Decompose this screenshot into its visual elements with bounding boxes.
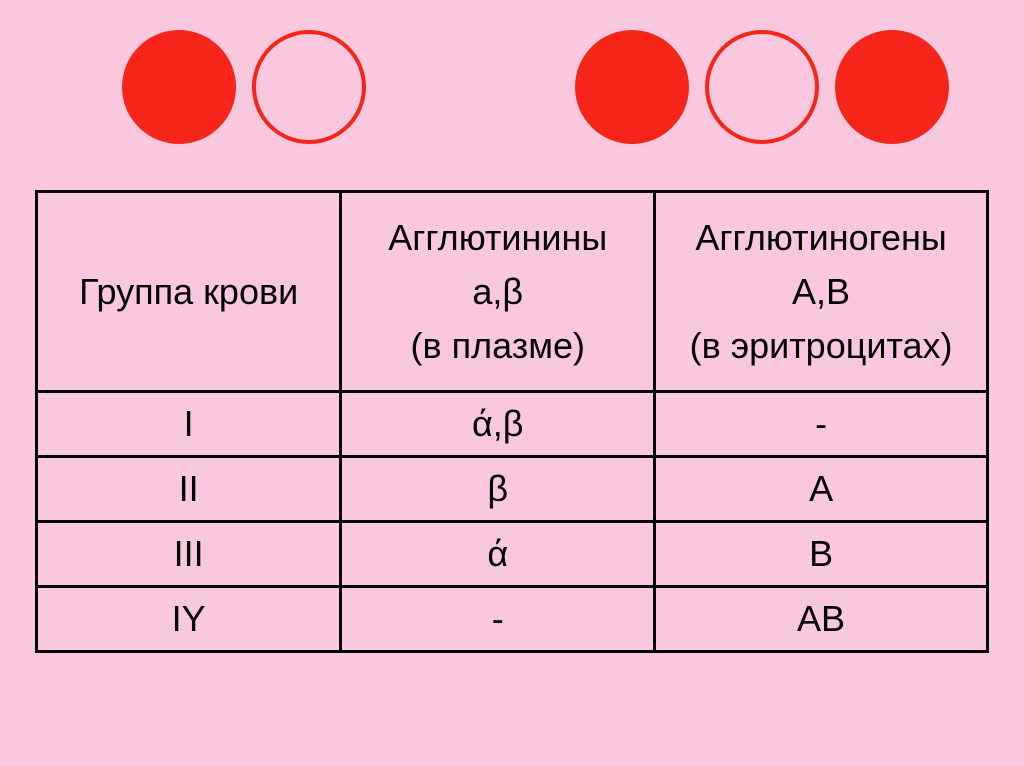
- cell-agglutinogens: АВ: [655, 587, 988, 652]
- header-agglutinogens-line2: А,В: [792, 271, 850, 312]
- cell-agglutinogens: А: [655, 457, 988, 522]
- cell-group: III: [37, 522, 341, 587]
- header-agglutinins: Агглютинины а,β (в плазме): [341, 192, 655, 392]
- table-row: IY-АВ: [37, 587, 988, 652]
- table-row: Iά,β-: [37, 392, 988, 457]
- header-agglutinogens-line3: (в эритроцитах): [690, 325, 953, 366]
- header-agglutinogens: Агглютиногены А,В (в эритроцитах): [655, 192, 988, 392]
- header-agglutinogens-line1: Агглютиногены: [695, 217, 946, 258]
- table-row: IIIάВ: [37, 522, 988, 587]
- cell-agglutinins: ά: [341, 522, 655, 587]
- cell-agglutinins: ά,β: [341, 392, 655, 457]
- cell-group: I: [37, 392, 341, 457]
- decorative-circles: [0, 30, 1024, 150]
- cell-agglutinins: β: [341, 457, 655, 522]
- cell-group: II: [37, 457, 341, 522]
- circle-2: [575, 30, 689, 144]
- header-blood-group-text: Группа крови: [79, 271, 298, 312]
- header-agglutinins-line3: (в плазме): [410, 325, 585, 366]
- circle-3: [705, 30, 819, 144]
- blood-groups-table: Группа крови Агглютинины а,β (в плазме) …: [35, 190, 989, 653]
- cell-agglutinogens: -: [655, 392, 988, 457]
- header-agglutinins-line2: а,β: [472, 271, 523, 312]
- table-row: IIβА: [37, 457, 988, 522]
- circle-1: [252, 30, 366, 144]
- circle-0: [122, 30, 236, 144]
- cell-group: IY: [37, 587, 341, 652]
- header-blood-group: Группа крови: [37, 192, 341, 392]
- circle-4: [835, 30, 949, 144]
- header-agglutinins-line1: Агглютинины: [388, 217, 607, 258]
- cell-agglutinogens: В: [655, 522, 988, 587]
- cell-agglutinins: -: [341, 587, 655, 652]
